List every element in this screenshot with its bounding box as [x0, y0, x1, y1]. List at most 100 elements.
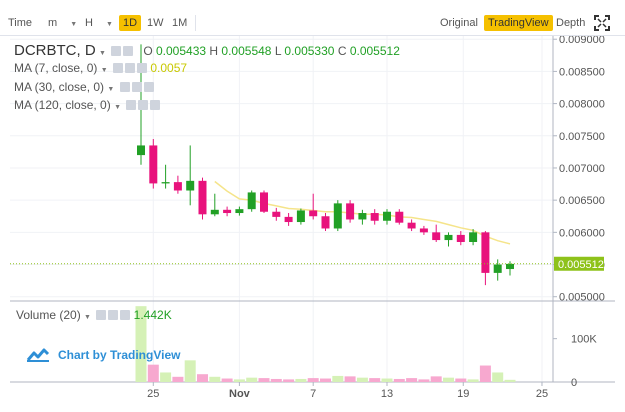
hour-interval-dropdown[interactable]: H ▼ [85, 17, 113, 29]
ma30-label: MA (30, close, 0) [14, 80, 105, 94]
candle [469, 229, 478, 246]
candle-body [506, 263, 514, 270]
price-tick-label: 0.006000 [559, 227, 605, 239]
dropdown-arrow-icon[interactable]: ▼ [114, 104, 121, 111]
close-icon[interactable] [150, 100, 161, 110]
interval-1w-button[interactable]: 1W [147, 17, 164, 29]
volume-bar [369, 378, 381, 382]
close-icon[interactable] [137, 63, 147, 73]
ma7-value: 0.0057 [150, 61, 188, 75]
candle-body [469, 232, 478, 242]
settings-icon[interactable] [111, 46, 122, 56]
volume-bar [479, 365, 491, 382]
volume-bar [246, 377, 258, 382]
tradingview-attribution[interactable]: Chart by TradingView [58, 348, 181, 362]
dropdown-arrow-icon[interactable]: ▼ [99, 50, 106, 57]
ma7-legend: MA (7, close, 0) ▼ 0.0057 [14, 61, 187, 75]
candle [186, 145, 195, 206]
volume-label: Volume (20) [16, 308, 81, 322]
candle [456, 231, 465, 246]
low-value: 0.005330 [284, 44, 335, 58]
volume-bar [455, 378, 467, 382]
volume-bar [393, 378, 405, 382]
interval-1d-button[interactable]: 1D [119, 15, 142, 31]
settings-icon[interactable] [119, 82, 130, 92]
volume-bar [504, 379, 516, 382]
candle-body [284, 216, 293, 223]
ma30-legend: MA (30, close, 0) ▼ [14, 80, 154, 94]
candle [419, 225, 428, 235]
volume-bar [160, 372, 172, 382]
hide-icon[interactable] [108, 310, 119, 320]
time-tick-label: Nov [229, 388, 251, 400]
candle [407, 219, 416, 232]
volume-bar [270, 378, 282, 382]
minute-interval-dropdown[interactable]: m ▼ [48, 17, 78, 29]
candle-body [346, 203, 355, 220]
close-icon[interactable] [143, 82, 154, 92]
volume-bar [430, 376, 442, 382]
fullscreen-icon[interactable] [594, 15, 610, 31]
candle-body [149, 145, 158, 184]
volume-bar [418, 379, 430, 382]
candle-body [370, 213, 379, 221]
volume-bar [406, 378, 418, 382]
hide-icon[interactable] [123, 46, 134, 56]
settings-icon[interactable] [126, 100, 137, 110]
price-tick-label: 0.006500 [559, 195, 605, 207]
candle [333, 200, 342, 232]
depth-view-button[interactable]: Depth [556, 17, 586, 29]
candle [149, 138, 158, 189]
candle [506, 261, 514, 276]
candle [260, 190, 268, 214]
chart-area[interactable]: 0.009000 0.008500 0.008000 0.007500 0.007000… [10, 34, 615, 402]
tradingview-logo-icon [26, 348, 50, 362]
time-tick-label: 19 [457, 388, 469, 400]
candle [481, 231, 490, 286]
candle-body [333, 203, 342, 229]
candle [309, 193, 318, 220]
symbol-legend: DCRBTC, D ▼ O 0.005433 H 0.005548 L 0.00… [14, 42, 400, 59]
candle-body [247, 192, 256, 210]
settings-icon[interactable] [96, 310, 107, 320]
candle [370, 209, 379, 225]
volume-bar [320, 378, 331, 382]
candle [247, 190, 256, 212]
time-tick-label: 25 [536, 388, 548, 400]
chart-toolbar: Time m ▼ H ▼ 1D 1W 1M Original TradingVi… [0, 10, 625, 36]
candle-body [456, 234, 465, 242]
hide-icon[interactable] [131, 82, 142, 92]
candle-body [137, 145, 145, 156]
volume-bar [197, 374, 208, 382]
interval-1m-button[interactable]: 1M [172, 17, 188, 29]
time-label: Time [8, 17, 33, 29]
hide-icon[interactable] [125, 63, 135, 73]
original-view-button[interactable]: Original [440, 17, 478, 29]
dropdown-arrow-icon[interactable]: ▼ [84, 314, 91, 321]
settings-icon[interactable] [113, 63, 123, 73]
volume-bar [233, 379, 245, 382]
time-tick-label: 13 [381, 388, 393, 400]
candle-body [272, 211, 281, 217]
candle [210, 193, 219, 217]
candle-body [210, 209, 219, 215]
close-icon[interactable] [120, 310, 131, 320]
dropdown-arrow-icon: ▼ [70, 21, 78, 28]
candle [161, 164, 170, 189]
candle-body [493, 264, 502, 273]
price-chart[interactable]: 0.009000 0.008500 0.008000 0.007500 0.007000… [10, 34, 615, 402]
dropdown-arrow-icon[interactable]: ▼ [107, 86, 115, 93]
volume-bar [258, 378, 270, 382]
price-tick-label: 0.008500 [559, 66, 605, 78]
candle-body [198, 180, 207, 215]
tradingview-view-button[interactable]: TradingView [484, 15, 553, 31]
price-pane [10, 36, 553, 298]
price-tick-label: 0.007500 [559, 131, 605, 143]
dropdown-arrow-icon[interactable]: ▼ [100, 67, 108, 74]
candle [383, 209, 391, 225]
candle [223, 206, 232, 217]
price-tick-label: 0.009000 [559, 36, 605, 46]
volume-bar [184, 360, 196, 382]
hide-icon[interactable] [138, 100, 149, 110]
candle-body [444, 234, 453, 241]
